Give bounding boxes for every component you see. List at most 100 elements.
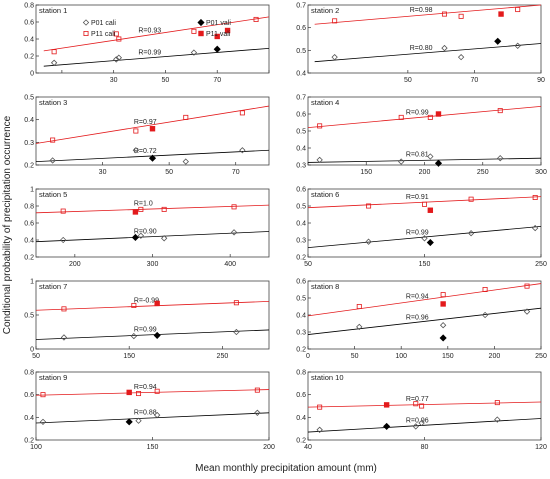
point-p01-cali	[439, 322, 447, 329]
y-tick-label: 0.4	[296, 71, 306, 78]
fit-line-p01	[314, 43, 542, 63]
point-p11-cali	[356, 303, 362, 309]
point-p01-cali	[137, 232, 145, 239]
panel-title: station 8	[311, 282, 339, 291]
y-tick-label: 0.7	[296, 3, 306, 10]
fit-line-p01	[43, 47, 270, 67]
fit-line-p11	[43, 16, 270, 52]
point-p01-cali	[418, 419, 425, 427]
point-p01-cali	[467, 230, 475, 237]
x-tick-label: 30	[99, 169, 107, 176]
point-p11-cali	[468, 196, 474, 202]
r-label-p11: R=0.97	[134, 119, 157, 126]
y-tick-label: 0.3	[24, 140, 34, 147]
panel-title: station 5	[39, 190, 67, 199]
point-p11-cali	[458, 13, 464, 19]
x-tick-label: 100	[30, 444, 42, 451]
r-label-p01: R=0.96	[406, 314, 429, 321]
r-label-p11: R=0.93	[138, 28, 161, 35]
point-p11-cali	[136, 391, 142, 397]
point-p01-cali	[356, 323, 363, 331]
point-p01-cali	[60, 334, 68, 341]
fit-line-p01	[35, 231, 270, 243]
point-p01-cali	[230, 229, 238, 236]
point-p11-vali	[214, 33, 220, 40]
point-p01-vali	[153, 331, 161, 339]
panel-title: station 7	[39, 282, 67, 291]
figure-ylabel: Conditional probability of precipitation…	[2, 115, 13, 334]
point-p11-cali	[183, 114, 189, 120]
y-tick-label: 0.8	[24, 204, 34, 211]
point-p01-cali	[497, 155, 504, 162]
point-p11-vali	[132, 209, 139, 215]
panel-station-4: 150 200 250 300 0.3 0.4 0.5 0.6 0.7 station 4 R=0.…	[296, 95, 547, 177]
r-label-p01: R=0.96	[406, 417, 429, 424]
x-tick-label: 70	[471, 77, 479, 84]
point-p01-cali	[190, 49, 198, 56]
point-p11-cali	[317, 123, 323, 129]
fit-line-p11	[35, 301, 270, 311]
x-tick-label: 150	[123, 353, 135, 360]
legend-marker-p01-cali	[82, 19, 90, 26]
r-label-p11: R=0.91	[406, 194, 429, 201]
fit-line-p01	[307, 307, 542, 335]
point-p11-cali	[441, 11, 447, 17]
panel-station-6: 50 150 250 0.2 0.3 0.4 0.5 0.6 station 6 R=0.99 R=…	[296, 187, 547, 269]
point-p11-cali	[133, 128, 139, 134]
point-p11-cali	[317, 404, 323, 410]
x-tick-label: 300	[147, 261, 159, 268]
point-p11-cali	[191, 28, 197, 34]
y-tick-label: 0.5	[296, 129, 306, 136]
y-tick-label: 0.6	[24, 221, 34, 228]
r-label-p11: R=1.0	[134, 201, 153, 208]
point-p11-cali	[532, 194, 538, 200]
point-p11-cali	[113, 31, 119, 37]
point-p01-cali	[427, 153, 434, 160]
point-p01-vali	[439, 334, 447, 342]
x-tick-label: 400	[224, 261, 236, 268]
y-tick-label: 0.3	[296, 163, 306, 170]
panel-frame	[35, 188, 270, 258]
y-tick-label: 0.6	[296, 187, 306, 194]
point-p11-cali	[231, 204, 237, 210]
panel-title: station 1	[39, 6, 67, 15]
point-p01-cali	[365, 238, 372, 245]
y-tick-label: 0.2	[296, 255, 306, 262]
panel-title: station 6	[311, 190, 339, 199]
panel-title: station 10	[311, 373, 344, 382]
y-tick-label: 0.4	[296, 415, 306, 422]
y-tick-label: 0.2	[296, 347, 306, 354]
panel-title: station 4	[311, 98, 339, 107]
point-p11-cali	[515, 7, 521, 13]
panel-station-8: 0 50 100 150 200 250 0.2 0.3 0.4 0.5 0.6 station 8 R…	[296, 279, 547, 361]
panel-station-2: 50 70 90 0.4 0.5 0.6 0.7 station 2 R=0.80 R=0.98	[296, 3, 545, 85]
r-label-p01: R=0.80	[410, 45, 433, 52]
r-label-p11: R=0.77	[406, 396, 429, 403]
r-label-p11: R=-0.99	[134, 298, 159, 305]
y-tick-label: 0.3	[296, 330, 306, 337]
y-tick-label: 0.4	[296, 146, 306, 153]
legend-marker-p11-cali	[83, 30, 89, 36]
point-p11-cali	[239, 110, 245, 116]
point-p11-cali	[154, 388, 160, 394]
point-p11-cali	[60, 208, 66, 214]
point-p01-cali	[316, 156, 323, 164]
r-label-p11: R=0.98	[410, 7, 433, 14]
point-p01-cali	[153, 411, 161, 419]
point-p01-cali	[523, 308, 531, 315]
panel-frame	[35, 280, 270, 350]
fit-line-p11	[314, 4, 542, 25]
point-p01-cali	[441, 44, 448, 52]
point-p11-cali	[161, 206, 167, 212]
point-p11-cali	[440, 292, 446, 298]
fit-line-p11	[35, 105, 270, 144]
figure-xlabel: Mean monthly precipitation amount (mm)	[195, 463, 377, 474]
y-tick-label: 0.3	[296, 238, 306, 245]
panel-title: station 3	[39, 98, 67, 107]
point-p01-cali	[60, 236, 67, 244]
panel-title: station 2	[311, 6, 339, 15]
x-tick-label: 200	[69, 261, 81, 268]
point-p01-cali	[514, 42, 521, 49]
r-label-p01: R=0.99	[406, 230, 429, 237]
y-tick-label: 0.4	[24, 238, 34, 245]
